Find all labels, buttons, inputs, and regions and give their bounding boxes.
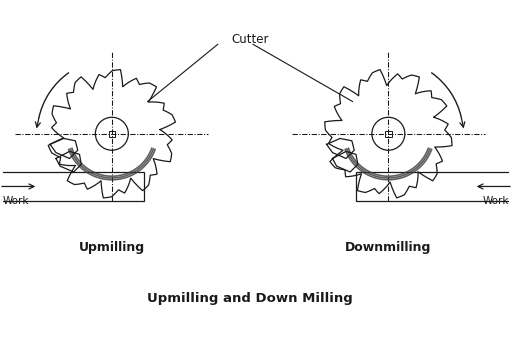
Text: Cutter: Cutter: [231, 33, 269, 46]
Text: Downmilling: Downmilling: [345, 241, 432, 254]
Bar: [385, 130, 392, 137]
Bar: [0, 172, 144, 201]
Text: Upmilling: Upmilling: [79, 241, 145, 254]
Text: Upmilling and Down Milling: Upmilling and Down Milling: [147, 292, 353, 305]
Text: Work: Work: [482, 196, 509, 206]
Text: Work: Work: [3, 196, 30, 206]
Bar: [356, 172, 512, 201]
Bar: [109, 130, 115, 137]
